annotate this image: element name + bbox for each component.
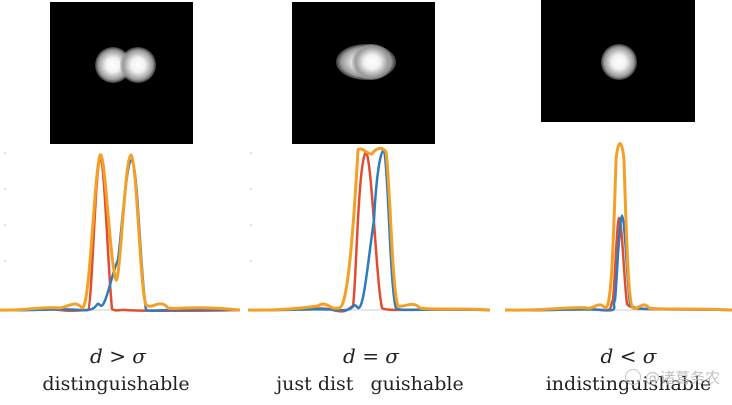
source-spot-b <box>352 44 392 80</box>
intensity-profile-plot <box>0 152 240 313</box>
verdict-label: distinguishable <box>42 373 190 395</box>
red-curve <box>248 150 490 313</box>
tick-marks <box>4 152 6 262</box>
merged-spot <box>601 44 637 80</box>
intensity-image <box>292 2 435 144</box>
verdict-text-right: guishable <box>370 373 464 395</box>
relation-label: d > σ <box>90 344 146 368</box>
combined-curve <box>0 153 240 312</box>
relation-label: d = σ <box>343 344 399 368</box>
intensity-profile-plot <box>248 146 490 313</box>
relation-label: d < σ <box>600 344 657 368</box>
panel-indistinguishable: d < σ indistinguishable <box>505 0 732 405</box>
intensity-image <box>541 0 695 122</box>
verdict-label: just dist guishable <box>249 373 491 395</box>
watermark: @诸葛务农 <box>624 367 720 388</box>
source-spot-b <box>120 47 156 83</box>
blue-curve <box>248 148 490 312</box>
watermark-text: @诸葛务农 <box>644 369 720 387</box>
blue-curve <box>0 158 240 312</box>
watermark-logo-icon <box>624 369 641 385</box>
combined-curve <box>248 146 490 312</box>
intensity-image <box>50 2 193 144</box>
intensity-profile-plot <box>505 142 732 312</box>
verdict-text-left: just dist <box>276 373 354 395</box>
tick-marks <box>250 152 252 262</box>
panel-just-distinguishable: d = σ just dist guishable <box>248 0 490 405</box>
panel-distinguishable: d > σ distinguishable <box>0 0 240 405</box>
combined-curve <box>505 142 732 312</box>
